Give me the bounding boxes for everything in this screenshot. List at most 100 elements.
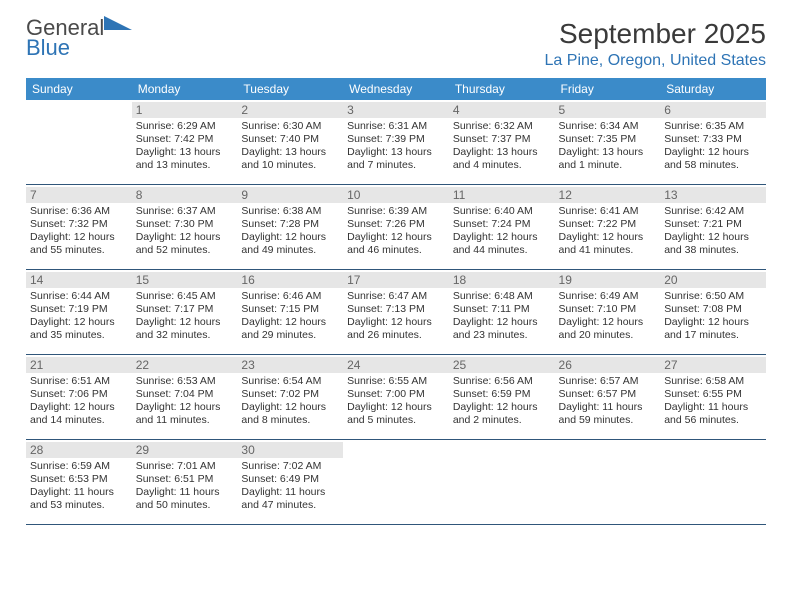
day-number: 17	[343, 272, 449, 288]
sunset-text: Sunset: 7:11 PM	[453, 303, 551, 316]
sunrise-text: Sunrise: 7:01 AM	[136, 460, 234, 473]
day-sun-info: Sunrise: 6:42 AMSunset: 7:21 PMDaylight:…	[664, 205, 762, 257]
daylight-text: Daylight: 12 hours and 35 minutes.	[30, 316, 128, 342]
day-number: 11	[449, 187, 555, 203]
sunset-text: Sunset: 7:06 PM	[30, 388, 128, 401]
sunrise-text: Sunrise: 6:42 AM	[664, 205, 762, 218]
sunset-text: Sunset: 7:28 PM	[241, 218, 339, 231]
day-number: 29	[132, 442, 238, 458]
day-number: 1	[132, 102, 238, 118]
day-sun-info: Sunrise: 6:47 AMSunset: 7:13 PMDaylight:…	[347, 290, 445, 342]
day-sun-info: Sunrise: 7:01 AMSunset: 6:51 PMDaylight:…	[136, 460, 234, 512]
calendar-day-cell: 3 Sunrise: 6:31 AMSunset: 7:39 PMDaylight…	[343, 100, 449, 185]
calendar-day-cell: 25Sunrise: 6:56 AMSunset: 6:59 PMDayligh…	[449, 355, 555, 440]
sunrise-text: Sunrise: 6:29 AM	[136, 120, 234, 133]
sunset-text: Sunset: 7:42 PM	[136, 133, 234, 146]
sunrise-text: Sunrise: 6:32 AM	[453, 120, 551, 133]
day-number: 6	[660, 102, 766, 118]
day-number: 3	[343, 102, 449, 118]
daylight-text: Daylight: 12 hours and 38 minutes.	[664, 231, 762, 257]
sunrise-text: Sunrise: 6:36 AM	[30, 205, 128, 218]
calendar-day-cell: 10Sunrise: 6:39 AMSunset: 7:26 PMDayligh…	[343, 185, 449, 270]
logo-line2: Blue	[26, 35, 70, 60]
sunset-text: Sunset: 7:15 PM	[241, 303, 339, 316]
sunrise-text: Sunrise: 6:50 AM	[664, 290, 762, 303]
calendar-day-cell: 20Sunrise: 6:50 AMSunset: 7:08 PMDayligh…	[660, 270, 766, 355]
daylight-text: Daylight: 12 hours and 17 minutes.	[664, 316, 762, 342]
daylight-text: Daylight: 13 hours and 4 minutes.	[453, 146, 551, 172]
day-sun-info: Sunrise: 6:48 AMSunset: 7:11 PMDaylight:…	[453, 290, 551, 342]
calendar-day-cell: 27Sunrise: 6:58 AMSunset: 6:55 PMDayligh…	[660, 355, 766, 440]
calendar-day-cell: 14Sunrise: 6:44 AMSunset: 7:19 PMDayligh…	[26, 270, 132, 355]
daylight-text: Daylight: 12 hours and 26 minutes.	[347, 316, 445, 342]
logo-text: General Blue	[26, 18, 132, 58]
day-sun-info: Sunrise: 6:34 AMSunset: 7:35 PMDaylight:…	[559, 120, 657, 172]
sunrise-text: Sunrise: 6:41 AM	[559, 205, 657, 218]
dow-saturday: Saturday	[660, 78, 766, 100]
calendar-day-cell: 26Sunrise: 6:57 AMSunset: 6:57 PMDayligh…	[555, 355, 661, 440]
daylight-text: Daylight: 12 hours and 52 minutes.	[136, 231, 234, 257]
day-number: 23	[237, 357, 343, 373]
day-sun-info: Sunrise: 6:44 AMSunset: 7:19 PMDaylight:…	[30, 290, 128, 342]
sunrise-text: Sunrise: 6:45 AM	[136, 290, 234, 303]
day-sun-info: Sunrise: 6:46 AMSunset: 7:15 PMDaylight:…	[241, 290, 339, 342]
daylight-text: Daylight: 13 hours and 13 minutes.	[136, 146, 234, 172]
day-sun-info: Sunrise: 6:45 AMSunset: 7:17 PMDaylight:…	[136, 290, 234, 342]
day-number: 5	[555, 102, 661, 118]
sunset-text: Sunset: 7:02 PM	[241, 388, 339, 401]
sunset-text: Sunset: 7:22 PM	[559, 218, 657, 231]
day-sun-info: Sunrise: 6:40 AMSunset: 7:24 PMDaylight:…	[453, 205, 551, 257]
sunrise-text: Sunrise: 6:30 AM	[241, 120, 339, 133]
daylight-text: Daylight: 12 hours and 8 minutes.	[241, 401, 339, 427]
sunset-text: Sunset: 7:13 PM	[347, 303, 445, 316]
calendar-day-cell: 12Sunrise: 6:41 AMSunset: 7:22 PMDayligh…	[555, 185, 661, 270]
sunrise-text: Sunrise: 6:31 AM	[347, 120, 445, 133]
location-subtitle: La Pine, Oregon, United States	[545, 52, 766, 70]
day-sun-info: Sunrise: 6:31 AMSunset: 7:39 PMDaylight:…	[347, 120, 445, 172]
dow-monday: Monday	[132, 78, 238, 100]
sunrise-text: Sunrise: 6:46 AM	[241, 290, 339, 303]
sunset-text: Sunset: 7:04 PM	[136, 388, 234, 401]
calendar-day-cell: 6Sunrise: 6:35 AMSunset: 7:33 PMDaylight…	[660, 100, 766, 185]
calendar-day-cell	[343, 440, 449, 525]
daylight-text: Daylight: 12 hours and 58 minutes.	[664, 146, 762, 172]
calendar-day-cell	[555, 440, 661, 525]
dow-tuesday: Tuesday	[237, 78, 343, 100]
daylight-text: Daylight: 13 hours and 10 minutes.	[241, 146, 339, 172]
day-number: 10	[343, 187, 449, 203]
sunset-text: Sunset: 7:33 PM	[664, 133, 762, 146]
calendar-day-cell: 28Sunrise: 6:59 AMSunset: 6:53 PMDayligh…	[26, 440, 132, 525]
calendar-day-cell: 22Sunrise: 6:53 AMSunset: 7:04 PMDayligh…	[132, 355, 238, 440]
sunrise-text: Sunrise: 6:53 AM	[136, 375, 234, 388]
sunrise-text: Sunrise: 6:38 AM	[241, 205, 339, 218]
day-number: 21	[26, 357, 132, 373]
daylight-text: Daylight: 12 hours and 20 minutes.	[559, 316, 657, 342]
sunrise-text: Sunrise: 6:54 AM	[241, 375, 339, 388]
sunset-text: Sunset: 6:55 PM	[664, 388, 762, 401]
calendar-day-cell: 29 Sunrise: 7:01 AMSunset: 6:51 PMDayligh…	[132, 440, 238, 525]
daylight-text: Daylight: 12 hours and 44 minutes.	[453, 231, 551, 257]
sunset-text: Sunset: 7:35 PM	[559, 133, 657, 146]
calendar-day-cell	[26, 100, 132, 185]
sunrise-text: Sunrise: 6:56 AM	[453, 375, 551, 388]
daylight-text: Daylight: 12 hours and 41 minutes.	[559, 231, 657, 257]
calendar-week-row: 7Sunrise: 6:36 AMSunset: 7:32 PMDaylight…	[26, 185, 766, 270]
day-number: 30	[237, 442, 343, 458]
calendar-week-row: 14Sunrise: 6:44 AMSunset: 7:19 PMDayligh…	[26, 270, 766, 355]
sunset-text: Sunset: 7:17 PM	[136, 303, 234, 316]
day-sun-info: Sunrise: 6:32 AMSunset: 7:37 PMDaylight:…	[453, 120, 551, 172]
day-number: 24	[343, 357, 449, 373]
calendar-day-cell: 2Sunrise: 6:30 AMSunset: 7:40 PMDaylight…	[237, 100, 343, 185]
day-number: 9	[237, 187, 343, 203]
calendar-day-cell: 24 Sunrise: 6:55 AMSunset: 7:00 PMDayligh…	[343, 355, 449, 440]
calendar-day-cell: 9 Sunrise: 6:38 AMSunset: 7:28 PMDaylight…	[237, 185, 343, 270]
sunrise-text: Sunrise: 6:51 AM	[30, 375, 128, 388]
day-sun-info: Sunrise: 6:55 AMSunset: 7:00 PMDaylight:…	[347, 375, 445, 427]
day-sun-info: Sunrise: 6:49 AMSunset: 7:10 PMDaylight:…	[559, 290, 657, 342]
sunrise-text: Sunrise: 6:34 AM	[559, 120, 657, 133]
daylight-text: Daylight: 12 hours and 49 minutes.	[241, 231, 339, 257]
page-title: September 2025	[545, 18, 766, 50]
sunset-text: Sunset: 6:49 PM	[241, 473, 339, 486]
sunset-text: Sunset: 7:00 PM	[347, 388, 445, 401]
logo-triangle-icon	[104, 16, 132, 30]
